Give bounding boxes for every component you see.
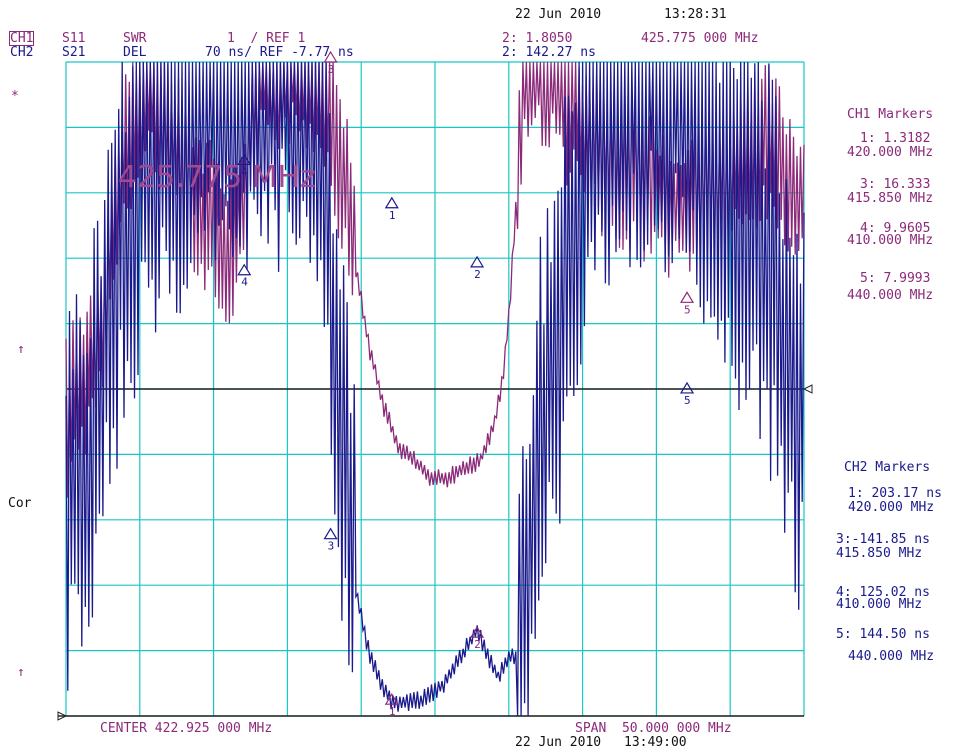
- marker-triangle[interactable]: [679, 291, 695, 303]
- ch1-marker-5-value: 5: 7.9993: [860, 271, 931, 286]
- active-marker-ch2-readout: 2: 142.27 ns: [502, 45, 596, 60]
- ch1-marker-4-value: 4: 9.9605: [860, 221, 931, 236]
- ch2-reference-arrow: ↑: [17, 665, 25, 680]
- ch1-marker-1-value: 1: 1.3182: [860, 131, 931, 146]
- marker-number-label: 2: [474, 638, 481, 651]
- correction-indicator: Cor: [8, 496, 32, 511]
- marker-number-label: 3: [328, 63, 335, 76]
- trace-series-2: [65, 61, 805, 717]
- marker-symbols: 1 2 3 1 2 3 4 4 5 5: [237, 50, 695, 718]
- center-frequency: CENTER 422.925 000 MHz: [100, 721, 273, 736]
- marker-triangle[interactable]: [470, 255, 485, 268]
- ch1-marker-3-value: 3: 16.333: [860, 177, 931, 192]
- reference-pointer-right: [802, 384, 813, 394]
- timestamp-top-time: 13:28:31: [664, 7, 727, 22]
- marker-number-label: 1: [389, 705, 396, 718]
- star-indicator: *: [11, 89, 19, 104]
- big-frequency-readout: 425.775 MHz: [118, 160, 316, 195]
- marker-number-label: 5: [684, 303, 691, 316]
- ch1-markers-title: CH1 Markers: [847, 107, 934, 122]
- ch1-label[interactable]: CH1: [8, 31, 35, 46]
- ch2-format: DEL: [123, 45, 147, 60]
- ch2-marker-1-value: 1: 203.17 ns: [848, 486, 942, 501]
- ch2-marker-3-value: 3:-141.85 ns: [836, 532, 930, 547]
- marker-number-label: 2: [474, 268, 481, 281]
- ch1-scale: 1 / REF 1: [227, 31, 306, 46]
- timestamp-top-date: 22 Jun 2010: [515, 7, 602, 22]
- span-frequency: SPAN 50.000 000 MHz: [575, 721, 732, 736]
- ch1-marker-1-frequency: 420.000 MHz: [847, 145, 934, 160]
- ch1-marker-4-frequency: 410.000 MHz: [847, 233, 934, 248]
- marker-triangle[interactable]: [323, 50, 338, 63]
- marker-number-label: 5: [684, 394, 691, 407]
- ch2-marker-4-frequency: 410.000 MHz: [836, 597, 923, 612]
- ch1-marker-5-frequency: 440.000 MHz: [847, 288, 934, 303]
- reference-line: [57, 384, 813, 721]
- ch1-marker-3-frequency: 415.850 MHz: [847, 191, 934, 206]
- marker-triangle[interactable]: [470, 626, 485, 638]
- marker-number-label: 4: [241, 276, 248, 289]
- ch2-marker-5-frequency: 440.000 MHz: [848, 649, 935, 664]
- reference-pointer-left: [57, 711, 68, 721]
- ch1-parameter: S11: [62, 31, 86, 46]
- ch2-marker-4-value: 4: 125.02 ns: [836, 585, 930, 600]
- ch2-marker-3-frequency: 415.850 MHz: [836, 546, 923, 561]
- ch1-reference-arrow: ↑: [17, 342, 25, 357]
- marker-number-label: 3: [328, 540, 335, 553]
- ch2-marker-1-frequency: 420.000 MHz: [848, 500, 935, 515]
- ch1-format: SWR: [123, 31, 147, 46]
- marker-triangle[interactable]: [384, 196, 399, 209]
- timestamp-bottom-time: 13:49:00: [624, 735, 687, 750]
- marker-triangle[interactable]: [237, 263, 252, 276]
- ch2-marker-5-value: 5: 144.50 ns: [836, 627, 930, 642]
- marker-triangle[interactable]: [237, 153, 252, 166]
- active-marker-frequency: 425.775 000 MHz: [641, 31, 759, 46]
- marker-number-label: 1: [389, 209, 396, 222]
- ch2-parameter: S21: [62, 45, 86, 60]
- traces: [65, 61, 805, 717]
- marker-triangle[interactable]: [323, 527, 338, 540]
- ch2-scale: 70 ns/ REF -7.77 ns: [205, 45, 354, 60]
- marker-triangle[interactable]: [384, 693, 399, 705]
- marker-number-label: 4: [241, 165, 248, 178]
- ch2-label[interactable]: CH2: [10, 45, 34, 60]
- marker-triangle[interactable]: [679, 381, 695, 394]
- active-marker-ch1-readout: 2: 1.8050: [502, 31, 573, 46]
- timestamp-bottom-date: 22 Jun 2010: [515, 735, 602, 750]
- ch2-markers-title: CH2 Markers: [844, 460, 931, 475]
